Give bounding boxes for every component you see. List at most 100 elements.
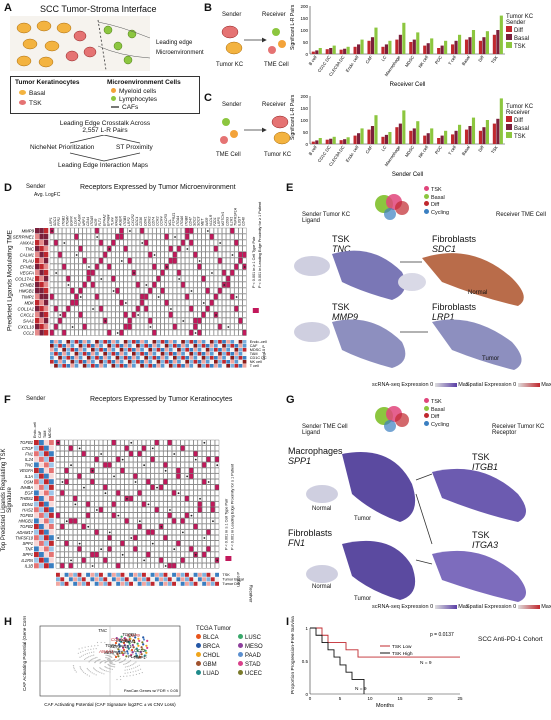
heatmap-cell bbox=[140, 281, 145, 288]
gene-point bbox=[106, 659, 109, 661]
gene-point bbox=[93, 654, 95, 656]
heatmap-cell bbox=[70, 287, 75, 294]
ligand-label: IL1B bbox=[25, 563, 34, 568]
x-tick-label: 0 bbox=[309, 696, 312, 701]
heatmap-cell bbox=[242, 299, 247, 306]
heatmap-cell bbox=[141, 495, 147, 502]
ligand-label: THBS1 bbox=[20, 496, 33, 501]
heatmap-cell bbox=[181, 227, 186, 234]
sender-cell bbox=[44, 288, 49, 294]
receiver-cell bbox=[173, 344, 177, 348]
bar bbox=[370, 37, 375, 54]
heatmap-cell bbox=[137, 551, 142, 558]
gene-point bbox=[123, 651, 125, 653]
heatmap-cell bbox=[213, 245, 218, 252]
receiver-cell bbox=[111, 340, 116, 344]
receiver-cell bbox=[197, 340, 202, 344]
highlighted-point bbox=[131, 644, 134, 647]
gene-point bbox=[96, 656, 98, 659]
heatmap-cell bbox=[214, 467, 220, 474]
gene-point bbox=[108, 660, 111, 662]
heatmap-cell bbox=[164, 257, 169, 264]
heatmap-cell bbox=[176, 269, 181, 276]
bar bbox=[311, 141, 315, 144]
heatmap-cell bbox=[62, 251, 67, 258]
gene-point bbox=[103, 673, 105, 675]
heatmap-cell bbox=[137, 540, 142, 547]
heatmap-cell bbox=[189, 323, 194, 330]
heatmap-cell bbox=[98, 529, 104, 535]
heatmap-cell bbox=[68, 563, 73, 569]
heatmap-cell bbox=[116, 546, 121, 552]
heatmap-cell bbox=[144, 245, 149, 252]
gene-point bbox=[132, 674, 134, 676]
receiver-group-label: NK cell bbox=[250, 360, 262, 364]
heatmap-cell bbox=[135, 281, 140, 288]
heatmap-cell bbox=[111, 529, 116, 535]
receiver-group-label: Tumor Basal bbox=[222, 578, 244, 582]
heatmap-cell bbox=[85, 439, 91, 446]
receiver-cell bbox=[54, 356, 58, 360]
heatmap-cell bbox=[74, 299, 79, 306]
receiver-cell bbox=[146, 577, 151, 582]
heatmap-cell bbox=[184, 518, 190, 524]
heatmap-cell bbox=[98, 501, 104, 507]
x-tick-label: MDSC bbox=[404, 145, 415, 158]
heatmap-cell bbox=[58, 305, 63, 312]
bar bbox=[367, 40, 371, 54]
heatmap-cell bbox=[197, 445, 202, 451]
heatmap-cell bbox=[150, 507, 155, 513]
sender-cell bbox=[49, 468, 54, 474]
gene-label: ANXA1 bbox=[98, 649, 114, 654]
heatmap-cell bbox=[74, 311, 79, 318]
legend-tsk: TSK bbox=[506, 132, 546, 140]
heatmap-cell bbox=[193, 263, 198, 270]
ligand-label: CXCL10 bbox=[18, 325, 35, 330]
receptor-label: SDC1 bbox=[53, 217, 57, 226]
heatmap-cell bbox=[94, 490, 99, 496]
heatmap-cell bbox=[133, 563, 138, 569]
heatmap-cell bbox=[137, 501, 142, 507]
heatmap-cell bbox=[90, 518, 95, 524]
heatmap-cell bbox=[103, 311, 108, 318]
heatmap-cell bbox=[82, 233, 87, 240]
bar bbox=[388, 40, 392, 54]
sender-cell bbox=[44, 468, 49, 474]
heatmap-cell bbox=[53, 317, 58, 324]
receiver-cell bbox=[168, 348, 173, 352]
heatmap-cell bbox=[53, 263, 58, 270]
receiver-cell bbox=[173, 356, 177, 360]
gene-point bbox=[79, 666, 81, 668]
heatmap-cell bbox=[160, 305, 165, 312]
heatmap-cell bbox=[202, 557, 207, 563]
heatmap-cell bbox=[103, 546, 108, 552]
receiver-cell bbox=[173, 348, 177, 352]
highlighted-point bbox=[143, 654, 146, 657]
receiver-cell bbox=[73, 572, 78, 577]
gene-point bbox=[77, 652, 79, 654]
heatmap-cell bbox=[124, 484, 129, 491]
receiver-cell bbox=[103, 356, 107, 360]
heatmap-cell bbox=[172, 323, 177, 330]
significance-dot bbox=[57, 537, 60, 539]
heatmap-cell bbox=[209, 293, 214, 300]
heatmap-cell bbox=[159, 546, 164, 552]
gene-point bbox=[75, 671, 77, 673]
receiver-cell bbox=[226, 364, 230, 368]
bar bbox=[430, 38, 434, 54]
heatmap-cell bbox=[107, 329, 112, 336]
heatmap-cell bbox=[99, 323, 104, 330]
receiver-cell bbox=[103, 348, 107, 352]
legend-swatch bbox=[506, 42, 512, 48]
sender-cell bbox=[35, 330, 40, 336]
panel-label: G bbox=[286, 394, 295, 406]
receiver-cell bbox=[127, 364, 132, 368]
sender-cell bbox=[44, 496, 49, 502]
heatmap-cell bbox=[209, 251, 214, 258]
heatmap-cell bbox=[137, 445, 142, 451]
heatmap-cell bbox=[168, 281, 173, 288]
legend-label: BLCA bbox=[203, 635, 219, 641]
receiver-cell bbox=[189, 360, 194, 364]
heatmap-cell bbox=[168, 233, 173, 240]
heatmap-cell bbox=[90, 323, 95, 330]
